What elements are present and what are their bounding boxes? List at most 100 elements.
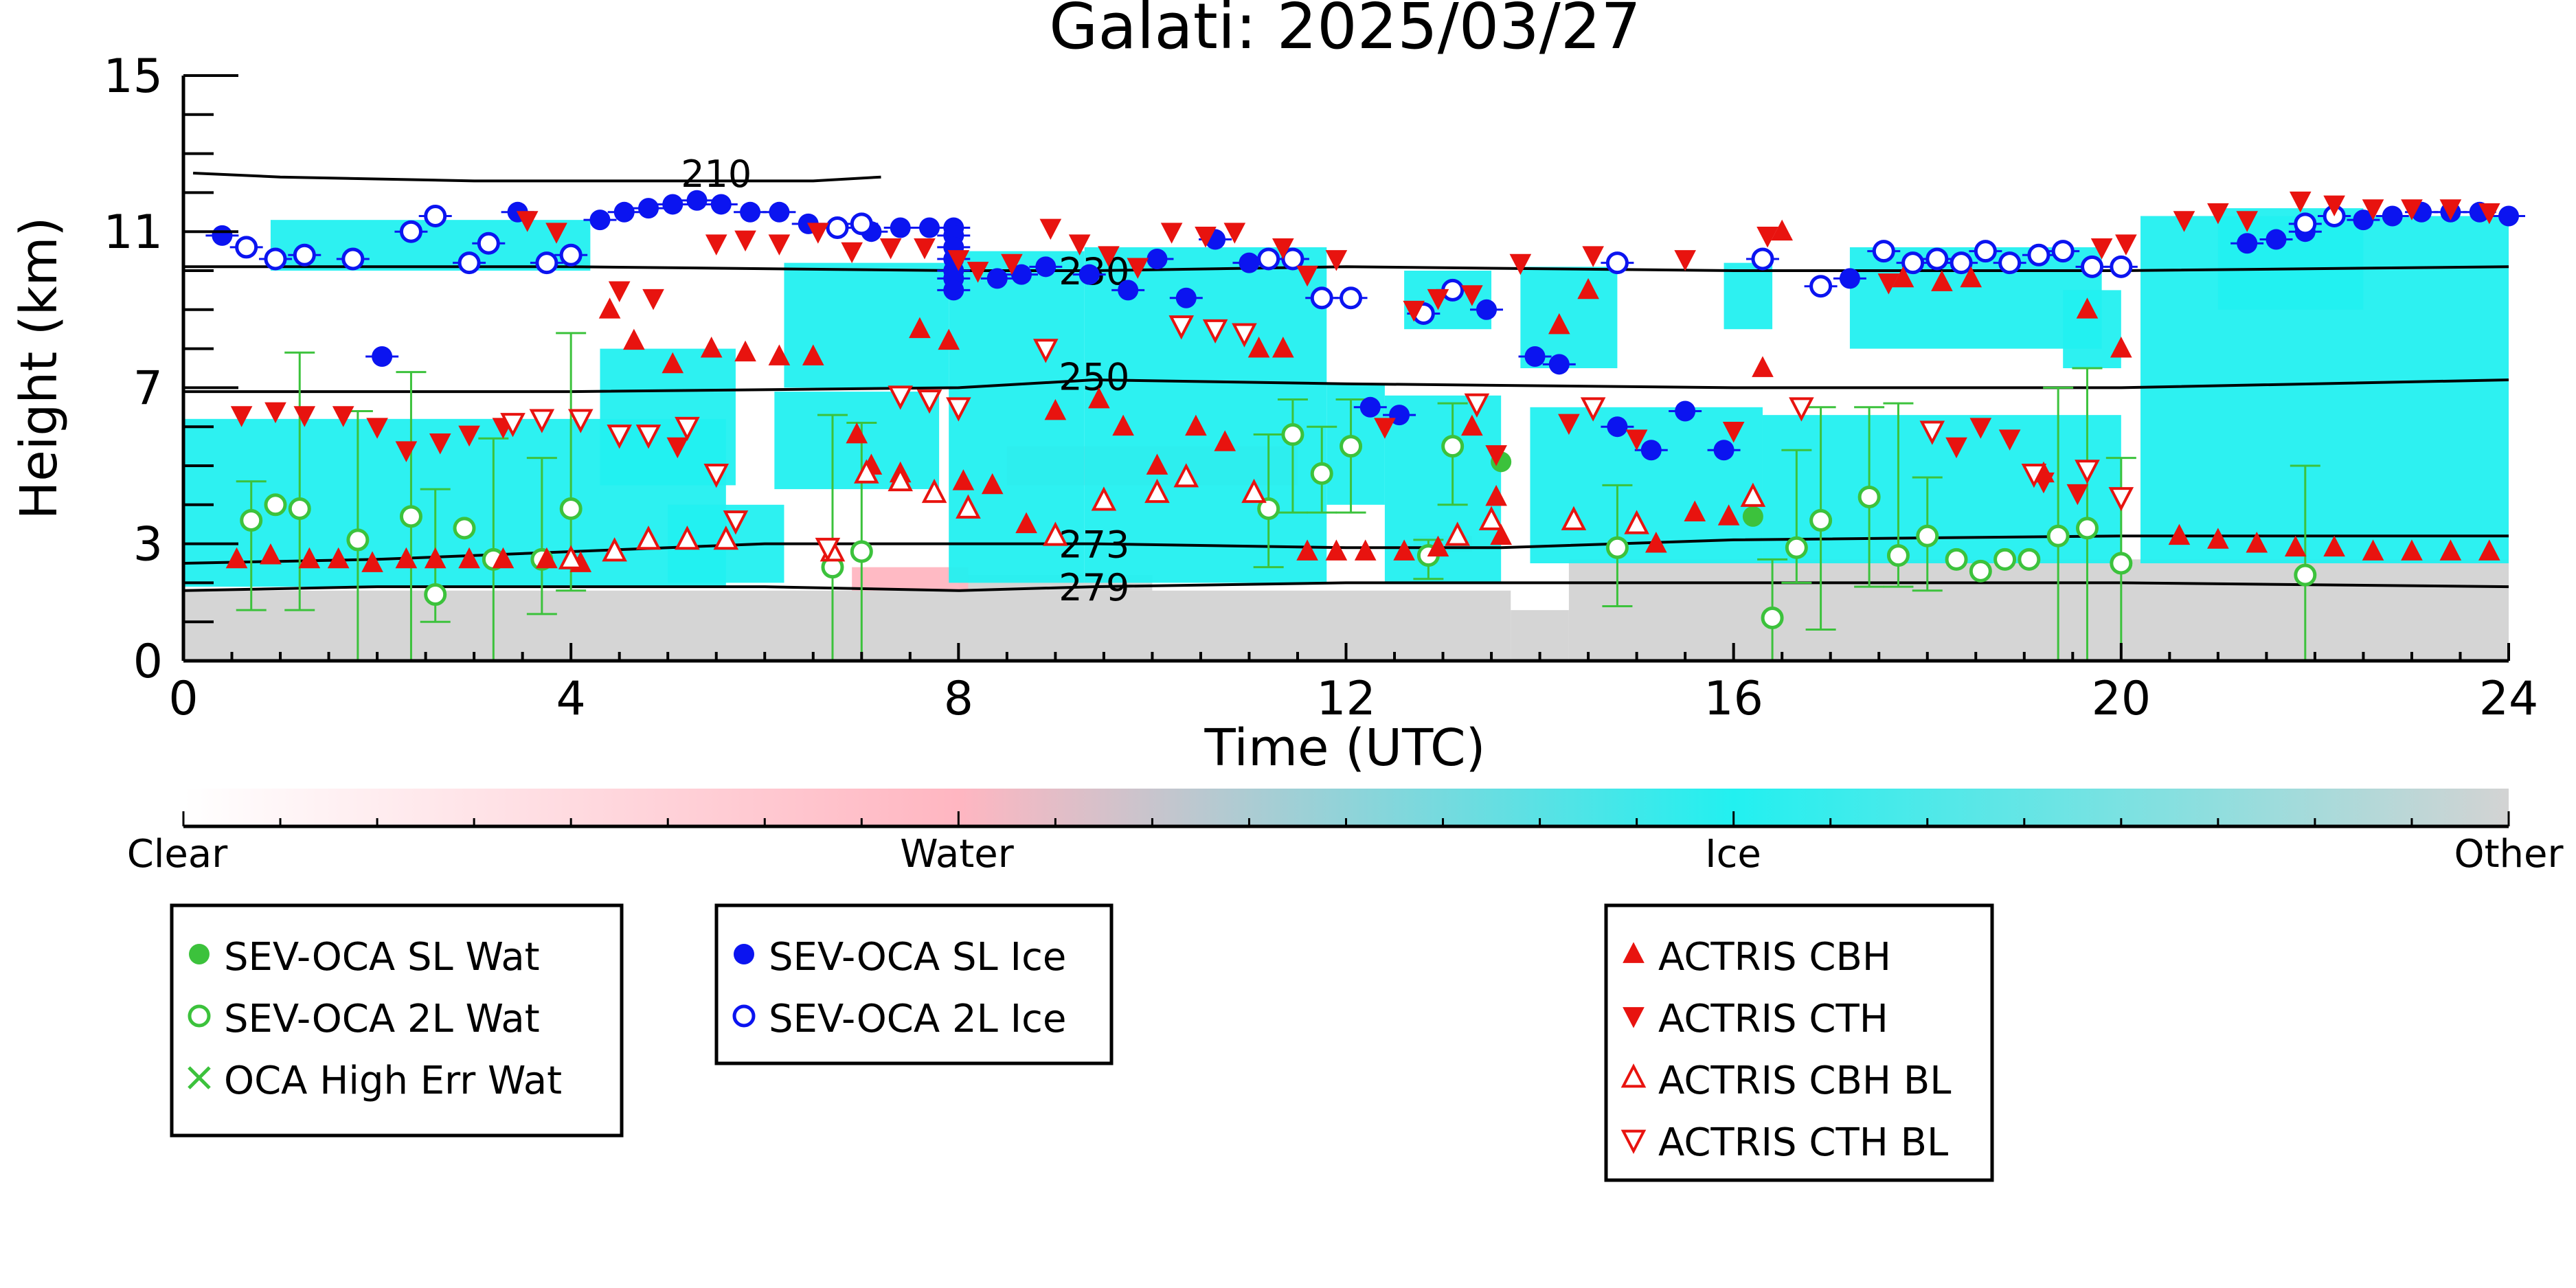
sev-oca-2l-ice-point [535, 251, 558, 275]
actris-cth-point [1722, 422, 1745, 443]
sev-oca-2l-ice-point [2027, 243, 2050, 267]
legend-label-actris-cbh: ACTRIS CBH [1658, 935, 1891, 980]
contour-line-230 [183, 265, 2509, 272]
sev-oca-sl-ice-point [710, 194, 732, 215]
legend-label-actris-cth: ACTRIS CTH [1658, 997, 1888, 1041]
actris-cth-bl-point [1789, 397, 1814, 422]
actris-cth-point [429, 433, 451, 455]
x-axis-label: Time (UTC) [1204, 719, 1485, 778]
sev-oca-sl-ice-point [1476, 299, 1498, 320]
actris-cth-point [2478, 203, 2500, 225]
sev-oca-2l-ice-point [264, 247, 287, 271]
sev-oca-2l-wat-point [240, 509, 263, 532]
y-axis-label: Height (km) [10, 217, 69, 520]
actris-cbh-point [2439, 539, 2462, 561]
sev-oca-2l-ice-point [477, 231, 500, 255]
actris-cbh-point [2246, 532, 2268, 553]
sev-oca-sl-ice-point [1713, 440, 1735, 461]
actris-cbh-bl-point [1624, 510, 1649, 534]
legend-marker-oca-high-err-wat [188, 1066, 211, 1089]
actris-cbh-bl-point [854, 459, 879, 484]
actris-cth-point [947, 250, 970, 271]
actris-cth-point [2115, 234, 2137, 256]
sev-oca-2l-wat-point [1857, 485, 1881, 508]
actris-cth-bl-point [567, 409, 594, 433]
sev-oca-sl-ice-point [1640, 440, 1662, 461]
sev-oca-sl-ice-point [740, 201, 761, 223]
colorbar-label-other: Other [2454, 832, 2564, 877]
actris-cbh-point [1088, 387, 1110, 409]
other-region [183, 590, 1511, 661]
sev-oca-2l-ice-point [235, 236, 258, 259]
actris-cbh-point [1548, 313, 1570, 335]
actris-cth-point [1374, 418, 1396, 439]
sev-oca-2l-wat-point [1945, 547, 1968, 571]
actris-cbh-point [361, 551, 383, 572]
sev-oca-2l-wat-point [264, 493, 287, 517]
actris-cbh-bl-point [713, 526, 739, 550]
actris-cth-point [967, 262, 989, 283]
actris-cth-bl-point [2075, 460, 2100, 484]
legend-marker-sev-oca-2l-wat [188, 1004, 211, 1028]
actris-cth-point [841, 242, 863, 264]
actris-cth-bl-point [723, 510, 749, 535]
colorbar-label-ice: Ice [1705, 832, 1761, 877]
legend-label-sev-oca-sl-wat: SEV-OCA SL Wat [224, 935, 540, 980]
actris-cth-bl-point [916, 389, 942, 414]
x-tick-label: 16 [1704, 672, 1763, 726]
actris-cth-point [1325, 250, 1348, 271]
legend-label-sev-oca-2l-wat: SEV-OCA 2L Wat [224, 997, 540, 1041]
legend-marker-actris-cbh [1623, 942, 1645, 963]
legend-label-actris-cbh-bl: ACTRIS CBH BL [1658, 1059, 1951, 1103]
actris-cth-point [1001, 253, 1023, 275]
actris-cth-bl-point [888, 385, 914, 410]
sev-oca-2l-wat-point [559, 497, 583, 520]
actris-cbh-point [1272, 337, 1294, 358]
ice-region [1724, 262, 1773, 330]
legend-marker-sev-oca-2l-ice [732, 1004, 756, 1028]
actris-cth-bl-point [500, 413, 526, 438]
x-tick-label: 0 [168, 672, 198, 726]
actris-cth-bl-point [635, 425, 662, 449]
actris-cth-point [230, 406, 253, 427]
sev-oca-2l-wat-point [1785, 536, 1808, 559]
sev-oca-2l-wat-point [1916, 524, 1939, 547]
sev-oca-2l-wat-point [1441, 435, 1465, 458]
sev-oca-sl-ice-point [1146, 248, 1168, 269]
sev-oca-sl-ice-point [1839, 268, 1860, 289]
legend-box [714, 903, 1114, 1065]
actris-cbh-point [1577, 278, 1599, 300]
actris-cth-point [2207, 203, 2229, 225]
actris-cth-bl-point [946, 397, 971, 422]
colorbar-label-water: Water [900, 832, 1015, 877]
actris-cbh-point [1296, 539, 1318, 561]
sev-oca-2l-wat-point [1257, 497, 1280, 520]
actris-cth-point [395, 441, 418, 462]
actris-cbh-bl-point [1561, 506, 1587, 530]
sev-oca-2l-ice-point [1257, 247, 1280, 271]
actris-cth-point [1945, 437, 1967, 459]
sev-oca-sl-ice-point [1239, 252, 1260, 273]
actris-cth-point [2439, 199, 2462, 221]
ice-region [784, 262, 949, 388]
y-tick-label: 15 [103, 49, 163, 104]
actris-cth-bl-point [1580, 397, 1606, 422]
sev-oca-2l-ice-point [1901, 251, 1925, 275]
actris-cbh-point [225, 547, 248, 569]
actris-cth-point [516, 211, 539, 232]
actris-cbh-point [1490, 523, 1512, 545]
actris-cbh-bl-point [1445, 521, 1470, 546]
contour-label-250: 250 [1059, 355, 1129, 398]
x-tick-label: 20 [2092, 672, 2151, 726]
sev-oca-2l-ice-point [1872, 240, 1895, 263]
ice-region [2063, 290, 2121, 368]
sev-oca-sl-ice-point [686, 190, 708, 211]
sev-oca-2l-wat-point [346, 528, 370, 552]
actris-cth-point [1461, 285, 1483, 306]
sev-oca-2l-ice-point [424, 204, 447, 227]
sev-oca-2l-ice-point [1605, 251, 1629, 275]
sev-oca-2l-ice-point [850, 212, 873, 236]
actris-cbh-point [2401, 539, 2423, 561]
actris-cbh-point [2323, 535, 2345, 557]
sev-oca-2l-ice-point [2051, 240, 2075, 263]
